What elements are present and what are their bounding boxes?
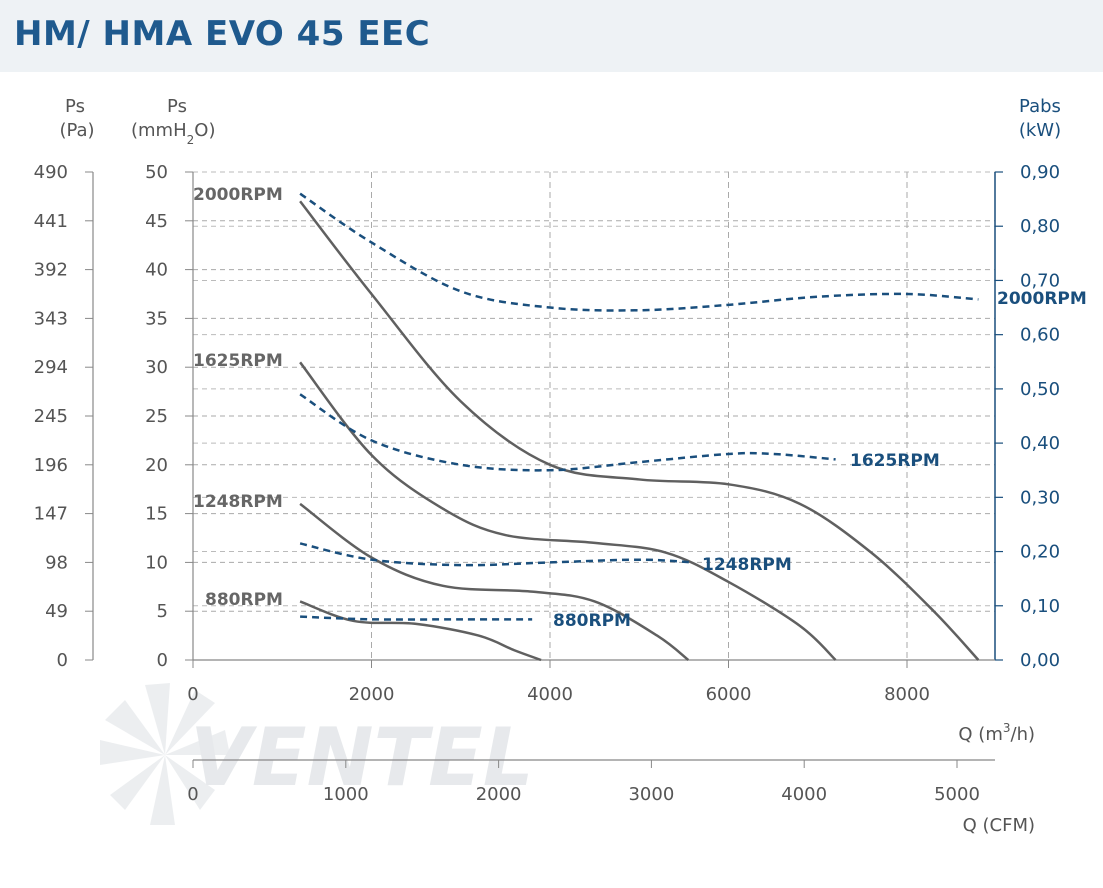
kw-tick-label: 0,80 [1020, 216, 1060, 237]
cfm-tick-label: 5000 [934, 784, 980, 805]
mmh2o-tick-label: 0 [157, 650, 168, 671]
x-tick-label: 8000 [884, 684, 930, 705]
mmh2o-tick-label: 35 [145, 308, 168, 329]
cfm-tick-label: 4000 [781, 784, 827, 805]
kw-axis-unit: (kW) [1019, 120, 1061, 141]
cfm-tick-label: 2000 [476, 784, 522, 805]
grid [193, 171, 995, 660]
pressure-series-label: 2000RPM [193, 185, 283, 205]
power-curve-1248rpm [299, 542, 693, 567]
pa-tick-label: 441 [34, 211, 68, 232]
mmh2o-tick-label: 50 [145, 162, 168, 183]
cfm-axis-title: Q (CFM) [963, 815, 1035, 836]
mmh2o-tick-label: 40 [145, 260, 168, 281]
power-curve-880rpm [300, 615, 533, 621]
kw-tick-label: 0,70 [1020, 270, 1060, 291]
kw-tick-label: 0,60 [1020, 325, 1060, 346]
mmh2o-tick-label: 10 [145, 552, 168, 573]
pa-axis-title: Ps [65, 96, 85, 117]
kw-axis-title: Pabs [1019, 96, 1061, 117]
axes: 4904413923432942451961479849050454035302… [34, 162, 1060, 805]
pressure-series-label: 1248RPM [193, 492, 283, 512]
pa-tick-label: 490 [34, 162, 68, 183]
x-tick-label: 2000 [349, 684, 395, 705]
pressure-series-label: 880RPM [205, 590, 283, 610]
pressure-curve-880rpm [299, 600, 542, 662]
pressure-curve-1248rpm [299, 502, 690, 661]
kw-tick-label: 0,10 [1020, 596, 1060, 617]
mmh2o-axis-title: Ps [167, 96, 187, 117]
pa-tick-label: 392 [34, 260, 68, 281]
labels: Ps (Pa) Ps (mmH2O) Pabs (kW) Q (m3/h) Q (CFM) 20… [59, 96, 1086, 836]
curves [299, 192, 980, 662]
pressure-series-label: 1625RPM [193, 351, 283, 371]
pa-tick-label: 49 [45, 601, 68, 622]
power-series-label: 1625RPM [850, 451, 940, 471]
x-tick-label: 0 [187, 684, 198, 705]
power-series-label: 880RPM [553, 611, 631, 631]
pressure-curve-2000rpm [299, 200, 980, 661]
kw-tick-label: 0,40 [1020, 433, 1060, 454]
pa-tick-label: 147 [34, 504, 68, 525]
cfm-tick-label: 0 [187, 784, 198, 805]
power-series-label: 2000RPM [997, 289, 1087, 309]
mmh2o-tick-label: 25 [145, 406, 168, 427]
pa-tick-label: 0 [57, 650, 68, 671]
watermark-text: VENTEL [190, 711, 534, 804]
kw-tick-label: 0,50 [1020, 379, 1060, 400]
pa-tick-label: 98 [45, 552, 68, 573]
kw-tick-label: 0,90 [1020, 162, 1060, 183]
power-series-label: 1248RPM [702, 555, 792, 575]
x-tick-label: 6000 [706, 684, 752, 705]
page-title: HM/ HMA EVO 45 EEC [14, 14, 431, 54]
pa-tick-label: 196 [34, 455, 68, 476]
pressure-curve-1625rpm [299, 361, 837, 661]
x-tick-label: 4000 [527, 684, 573, 705]
power-curve-2000rpm [299, 192, 979, 312]
x-m3h-axis-title: Q (m3/h) [958, 721, 1035, 745]
cfm-tick-label: 3000 [628, 784, 674, 805]
kw-tick-label: 0,00 [1020, 650, 1060, 671]
pa-tick-label: 245 [34, 406, 68, 427]
kw-tick-label: 0,20 [1020, 542, 1060, 563]
ventel-watermark: VENTEL [100, 683, 534, 825]
header-bar: HM/ HMA EVO 45 EEC [0, 0, 1103, 72]
mmh2o-axis-unit: (mmH2O) [131, 120, 215, 147]
pa-tick-label: 294 [34, 357, 68, 378]
cfm-tick-label: 1000 [323, 784, 369, 805]
mmh2o-tick-label: 45 [145, 211, 168, 232]
pa-tick-label: 343 [34, 308, 68, 329]
mmh2o-tick-label: 5 [157, 601, 168, 622]
mmh2o-tick-label: 15 [145, 504, 168, 525]
kw-tick-label: 0,30 [1020, 487, 1060, 508]
pa-axis-unit: (Pa) [59, 120, 94, 141]
power-curve-1625rpm [299, 393, 836, 472]
mmh2o-tick-label: 20 [145, 455, 168, 476]
mmh2o-tick-label: 30 [145, 357, 168, 378]
